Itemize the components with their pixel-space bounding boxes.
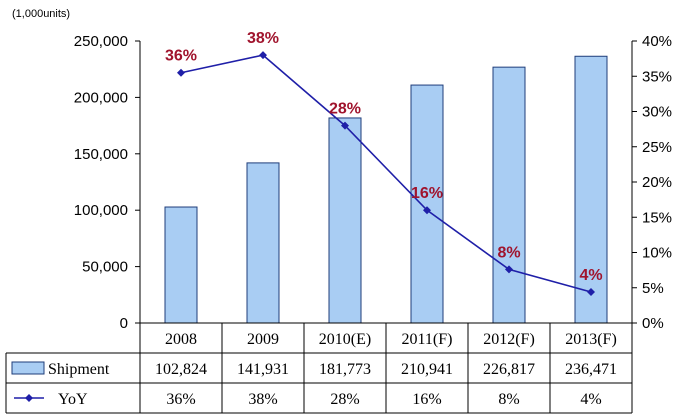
legend-label-yoy: YoY <box>58 391 88 408</box>
plot-area: 0 50,000 100,000 150,000 200,000 250,000 0% 5% 1… <box>74 30 672 332</box>
yoy-point-2013(F) <box>587 287 595 296</box>
table-cell-shipment: 226,817 <box>483 361 535 378</box>
category-label: 2013(F) <box>565 331 617 348</box>
table-cell-shipment: 236,471 <box>565 361 617 378</box>
legend-swatch-shipment <box>11 361 45 375</box>
yoy-point-2012(F) <box>505 265 513 274</box>
yoy-data-label: 4% <box>579 267 602 284</box>
table-cell-shipment: 181,773 <box>319 361 371 378</box>
data-table: 2008 2009 2010(E) 2011(F) 2012(F) 2013(F) Ship… <box>5 322 633 414</box>
bar-shipment-2010(E) <box>328 117 362 324</box>
legend-label-shipment: Shipment <box>48 361 110 378</box>
yoy-point-2009 <box>259 51 267 60</box>
bar-shipment-2013(F) <box>574 55 608 324</box>
yoy-point-2011(F) <box>423 206 431 215</box>
yoy-line <box>180 54 592 293</box>
right-tick-label: 5% <box>642 280 664 297</box>
right-tick-label: 10% <box>642 245 672 262</box>
table-cell-yoy: 4% <box>580 391 601 408</box>
right-tick-label: 30% <box>642 104 672 121</box>
right-tick-label: 40% <box>642 33 672 50</box>
right-tick-label: 20% <box>642 174 672 191</box>
table-cell-yoy: 8% <box>498 391 519 408</box>
yoy-point-2008 <box>177 68 185 77</box>
left-tick-label: 100,000 <box>74 202 128 219</box>
table-cell-shipment: 102,824 <box>155 361 207 378</box>
table-cell-yoy: 28% <box>330 391 359 408</box>
category-label: 2011(F) <box>402 331 453 348</box>
yoy-data-label: 36% <box>165 48 197 65</box>
category-label: 2008 <box>165 331 197 348</box>
table-cell-yoy: 38% <box>248 391 277 408</box>
yoy-data-label: 8% <box>497 244 520 261</box>
right-tick-label: 25% <box>642 139 672 156</box>
left-tick-label: 150,000 <box>74 146 128 163</box>
left-tick-label: 0 <box>120 315 128 332</box>
category-label: 2012(F) <box>483 331 535 348</box>
bar-shipment-2012(F) <box>492 66 526 324</box>
category-label: 2009 <box>247 331 279 348</box>
yoy-data-label: 28% <box>329 101 361 118</box>
bar-shipment-2008 <box>164 206 198 324</box>
legend-marker-yoy <box>25 394 33 402</box>
left-tick-label: 200,000 <box>74 89 128 106</box>
yoy-data-label: 16% <box>411 185 443 202</box>
unit-label: (1,000units) <box>12 8 70 20</box>
right-tick-label: 35% <box>642 68 672 85</box>
category-label: 2010(E) <box>319 331 371 348</box>
table-cell-yoy: 16% <box>412 391 441 408</box>
bar-shipment-2009 <box>246 162 280 324</box>
left-tick-label: 50,000 <box>82 259 128 276</box>
right-tick-label: 0% <box>642 315 664 332</box>
left-tick-label: 250,000 <box>74 33 128 50</box>
right-tick-label: 15% <box>642 209 672 226</box>
yoy-data-label: 38% <box>247 30 279 47</box>
table-cell-shipment: 141,931 <box>237 361 289 378</box>
yoy-point-2010(E) <box>341 121 349 130</box>
table-cell-yoy: 36% <box>166 391 195 408</box>
table-cell-shipment: 210,941 <box>401 361 453 378</box>
bar-shipment-2011(F) <box>410 84 444 324</box>
